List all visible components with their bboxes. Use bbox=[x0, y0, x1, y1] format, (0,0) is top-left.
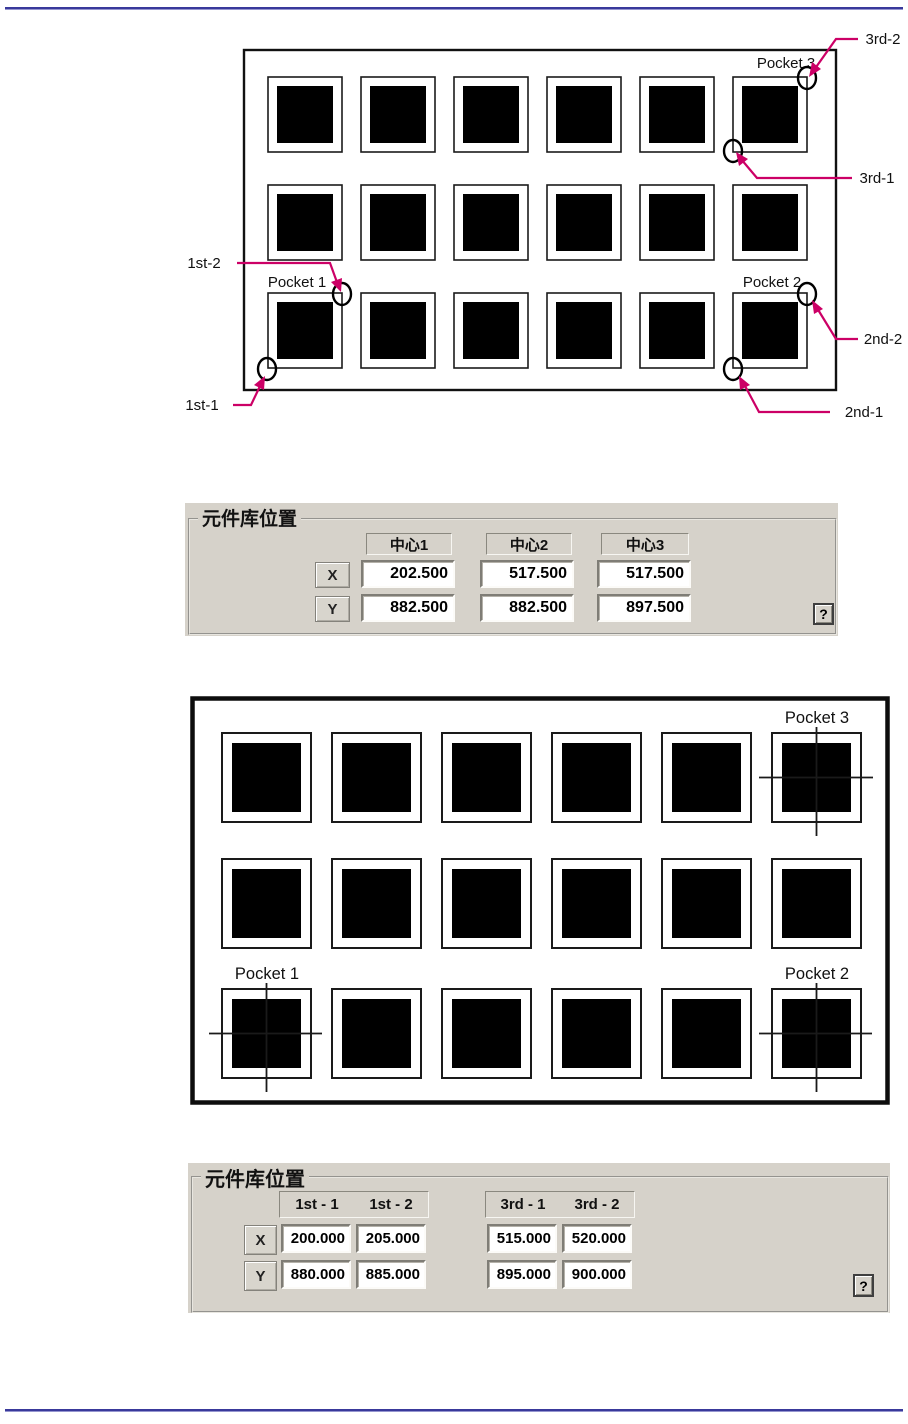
ann-3rd-2: 3rd-2 bbox=[865, 31, 900, 48]
pocket-cell bbox=[463, 194, 519, 251]
pocket-cell bbox=[232, 743, 301, 812]
center2-y-field[interactable] bbox=[480, 594, 574, 622]
col-header-strip-1st: 1st - 1 1st - 2 bbox=[279, 1191, 429, 1218]
panel-component-position-points: 元件库位置 1st - 1 1st - 2 3rd - 1 3rd - 2 X … bbox=[188, 1163, 890, 1313]
pocket-cell bbox=[672, 743, 741, 812]
pocket-cell bbox=[742, 194, 798, 251]
center3-y-field[interactable] bbox=[597, 594, 691, 622]
groupbox-title: 元件库位置 bbox=[198, 504, 302, 531]
row-header-y: Y bbox=[244, 1261, 277, 1291]
point-1st-2-x-field[interactable] bbox=[356, 1224, 426, 1253]
row-header-y: Y bbox=[315, 596, 350, 622]
col-header-center2: 中心2 bbox=[486, 533, 572, 555]
pocket-cell bbox=[556, 86, 612, 143]
pocket-cell bbox=[232, 869, 301, 938]
col-header-strip-3rd: 3rd - 1 3rd - 2 bbox=[485, 1191, 635, 1218]
diagram-annotated-pockets: Pocket 3 Pocket 1 Pocket 2 3rd-2 3rd-1 2… bbox=[185, 31, 902, 421]
pocket-cell bbox=[742, 86, 798, 143]
reference-circles bbox=[256, 65, 818, 382]
pocket-cell bbox=[556, 194, 612, 251]
circle-1st-1 bbox=[256, 356, 278, 382]
pocket-cell bbox=[742, 302, 798, 359]
help-button[interactable]: ? bbox=[853, 1274, 874, 1297]
circle-2nd-2 bbox=[796, 281, 818, 307]
center1-y-field[interactable] bbox=[361, 594, 455, 622]
pocket-cell bbox=[649, 86, 705, 143]
circle-3rd-1 bbox=[722, 138, 744, 164]
point-1st-1-y-field[interactable] bbox=[281, 1260, 351, 1289]
leader-arrowheads bbox=[254, 62, 823, 390]
groupbox-border bbox=[191, 1176, 889, 1313]
pocket-cell bbox=[452, 869, 521, 938]
help-button[interactable]: ? bbox=[813, 603, 834, 625]
page-bottom-rule bbox=[5, 1409, 903, 1412]
pocket-cell bbox=[672, 869, 741, 938]
pocket-cell bbox=[649, 302, 705, 359]
center1-x-field[interactable] bbox=[361, 560, 455, 588]
pocket-cell bbox=[782, 869, 851, 938]
pocket-cell bbox=[370, 86, 426, 143]
pocket-grid bbox=[267, 76, 808, 369]
ann-1st-2: 1st-2 bbox=[187, 255, 220, 272]
pocket-cell bbox=[277, 302, 333, 359]
ann-1st-1: 1st-1 bbox=[185, 397, 218, 414]
col-header-3rd-2: 3rd - 2 bbox=[574, 1196, 620, 1213]
point-1st-2-y-field[interactable] bbox=[356, 1260, 426, 1289]
circle-2nd-1 bbox=[722, 356, 744, 382]
pocket-cell bbox=[556, 302, 612, 359]
crosshair-markers bbox=[209, 727, 873, 1092]
point-3rd-1-y-field[interactable] bbox=[487, 1260, 557, 1289]
row-header-x: X bbox=[244, 1225, 277, 1255]
pocket-cell bbox=[672, 999, 741, 1068]
col-header-3rd-1: 3rd - 1 bbox=[500, 1196, 546, 1213]
pocket1-label: Pocket 1 bbox=[268, 274, 326, 291]
diagram-crosshair-pockets: Pocket 3 Pocket 1 Pocket 2 bbox=[190, 696, 890, 1105]
pocket-cell bbox=[452, 743, 521, 812]
leader-lines bbox=[233, 37, 858, 414]
page-top-rule bbox=[5, 7, 903, 10]
center2-x-field[interactable] bbox=[480, 560, 574, 588]
pocket1-label: Pocket 1 bbox=[235, 965, 299, 983]
pocket-cell bbox=[342, 999, 411, 1068]
pocket3-label: Pocket 3 bbox=[757, 55, 815, 72]
pocket-cell bbox=[277, 194, 333, 251]
point-3rd-1-x-field[interactable] bbox=[487, 1224, 557, 1253]
col-header-1st-1: 1st - 1 bbox=[295, 1196, 339, 1213]
panel-component-position-centers: 元件库位置 中心1 中心2 中心3 X Y ? bbox=[185, 503, 838, 636]
pocket-cell bbox=[342, 743, 411, 812]
pocket-cell bbox=[463, 302, 519, 359]
col-header-center1: 中心1 bbox=[366, 533, 452, 555]
row-header-x: X bbox=[315, 562, 350, 588]
groupbox-border bbox=[188, 518, 837, 635]
pocket-cell bbox=[562, 869, 631, 938]
center3-x-field[interactable] bbox=[597, 560, 691, 588]
pocket-cell bbox=[452, 999, 521, 1068]
pocket-cell bbox=[562, 999, 631, 1068]
pocket-cell bbox=[562, 743, 631, 812]
circle-1st-2 bbox=[331, 281, 353, 307]
pocket2-label: Pocket 2 bbox=[743, 274, 801, 291]
col-header-1st-2: 1st - 2 bbox=[369, 1196, 413, 1213]
pocket-cell bbox=[370, 194, 426, 251]
point-1st-1-x-field[interactable] bbox=[281, 1224, 351, 1253]
ann-2nd-1: 2nd-1 bbox=[845, 404, 883, 421]
pocket3-label: Pocket 3 bbox=[785, 709, 849, 727]
pocket-cell bbox=[342, 869, 411, 938]
ann-2nd-2: 2nd-2 bbox=[864, 331, 902, 348]
point-3rd-2-y-field[interactable] bbox=[562, 1260, 632, 1289]
point-3rd-2-x-field[interactable] bbox=[562, 1224, 632, 1253]
col-header-center3: 中心3 bbox=[601, 533, 689, 555]
pocket-cell bbox=[649, 194, 705, 251]
pocket-cell bbox=[277, 86, 333, 143]
circle-3rd-2 bbox=[796, 65, 818, 91]
groupbox-title: 元件库位置 bbox=[201, 1163, 309, 1192]
pocket-cell bbox=[463, 86, 519, 143]
pocket-cell bbox=[370, 302, 426, 359]
ann-3rd-1: 3rd-1 bbox=[859, 170, 894, 187]
pocket2-label: Pocket 2 bbox=[785, 965, 849, 983]
